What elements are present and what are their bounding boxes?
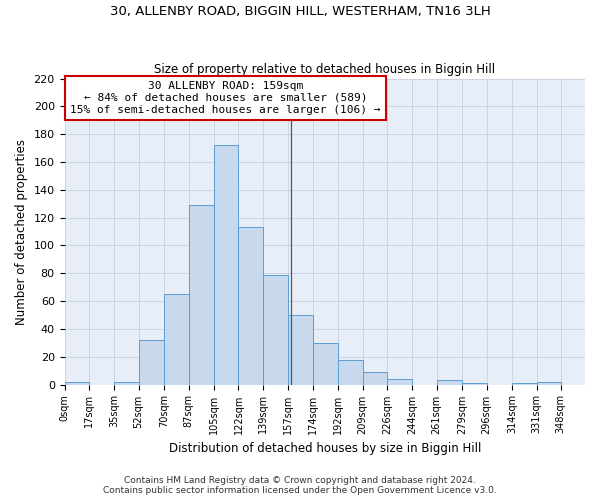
Title: Size of property relative to detached houses in Biggin Hill: Size of property relative to detached ho… [154,63,496,76]
Bar [437,380,463,384]
Bar [512,383,536,384]
Bar [338,360,362,384]
Bar [65,382,89,384]
Bar [139,340,164,384]
Bar [362,372,387,384]
Bar [313,343,338,384]
Bar [188,205,214,384]
Bar [387,379,412,384]
Text: 30 ALLENBY ROAD: 159sqm
← 84% of detached houses are smaller (589)
15% of semi-d: 30 ALLENBY ROAD: 159sqm ← 84% of detache… [70,82,381,114]
Bar [289,315,313,384]
Bar [164,294,188,384]
Text: Contains HM Land Registry data © Crown copyright and database right 2024.
Contai: Contains HM Land Registry data © Crown c… [103,476,497,495]
Bar [238,228,263,384]
Text: 30, ALLENBY ROAD, BIGGIN HILL, WESTERHAM, TN16 3LH: 30, ALLENBY ROAD, BIGGIN HILL, WESTERHAM… [110,5,490,18]
Bar [115,382,139,384]
Bar [536,382,561,384]
Y-axis label: Number of detached properties: Number of detached properties [15,138,28,324]
Bar [463,383,487,384]
X-axis label: Distribution of detached houses by size in Biggin Hill: Distribution of detached houses by size … [169,442,481,455]
Bar [214,146,238,384]
Bar [263,274,289,384]
